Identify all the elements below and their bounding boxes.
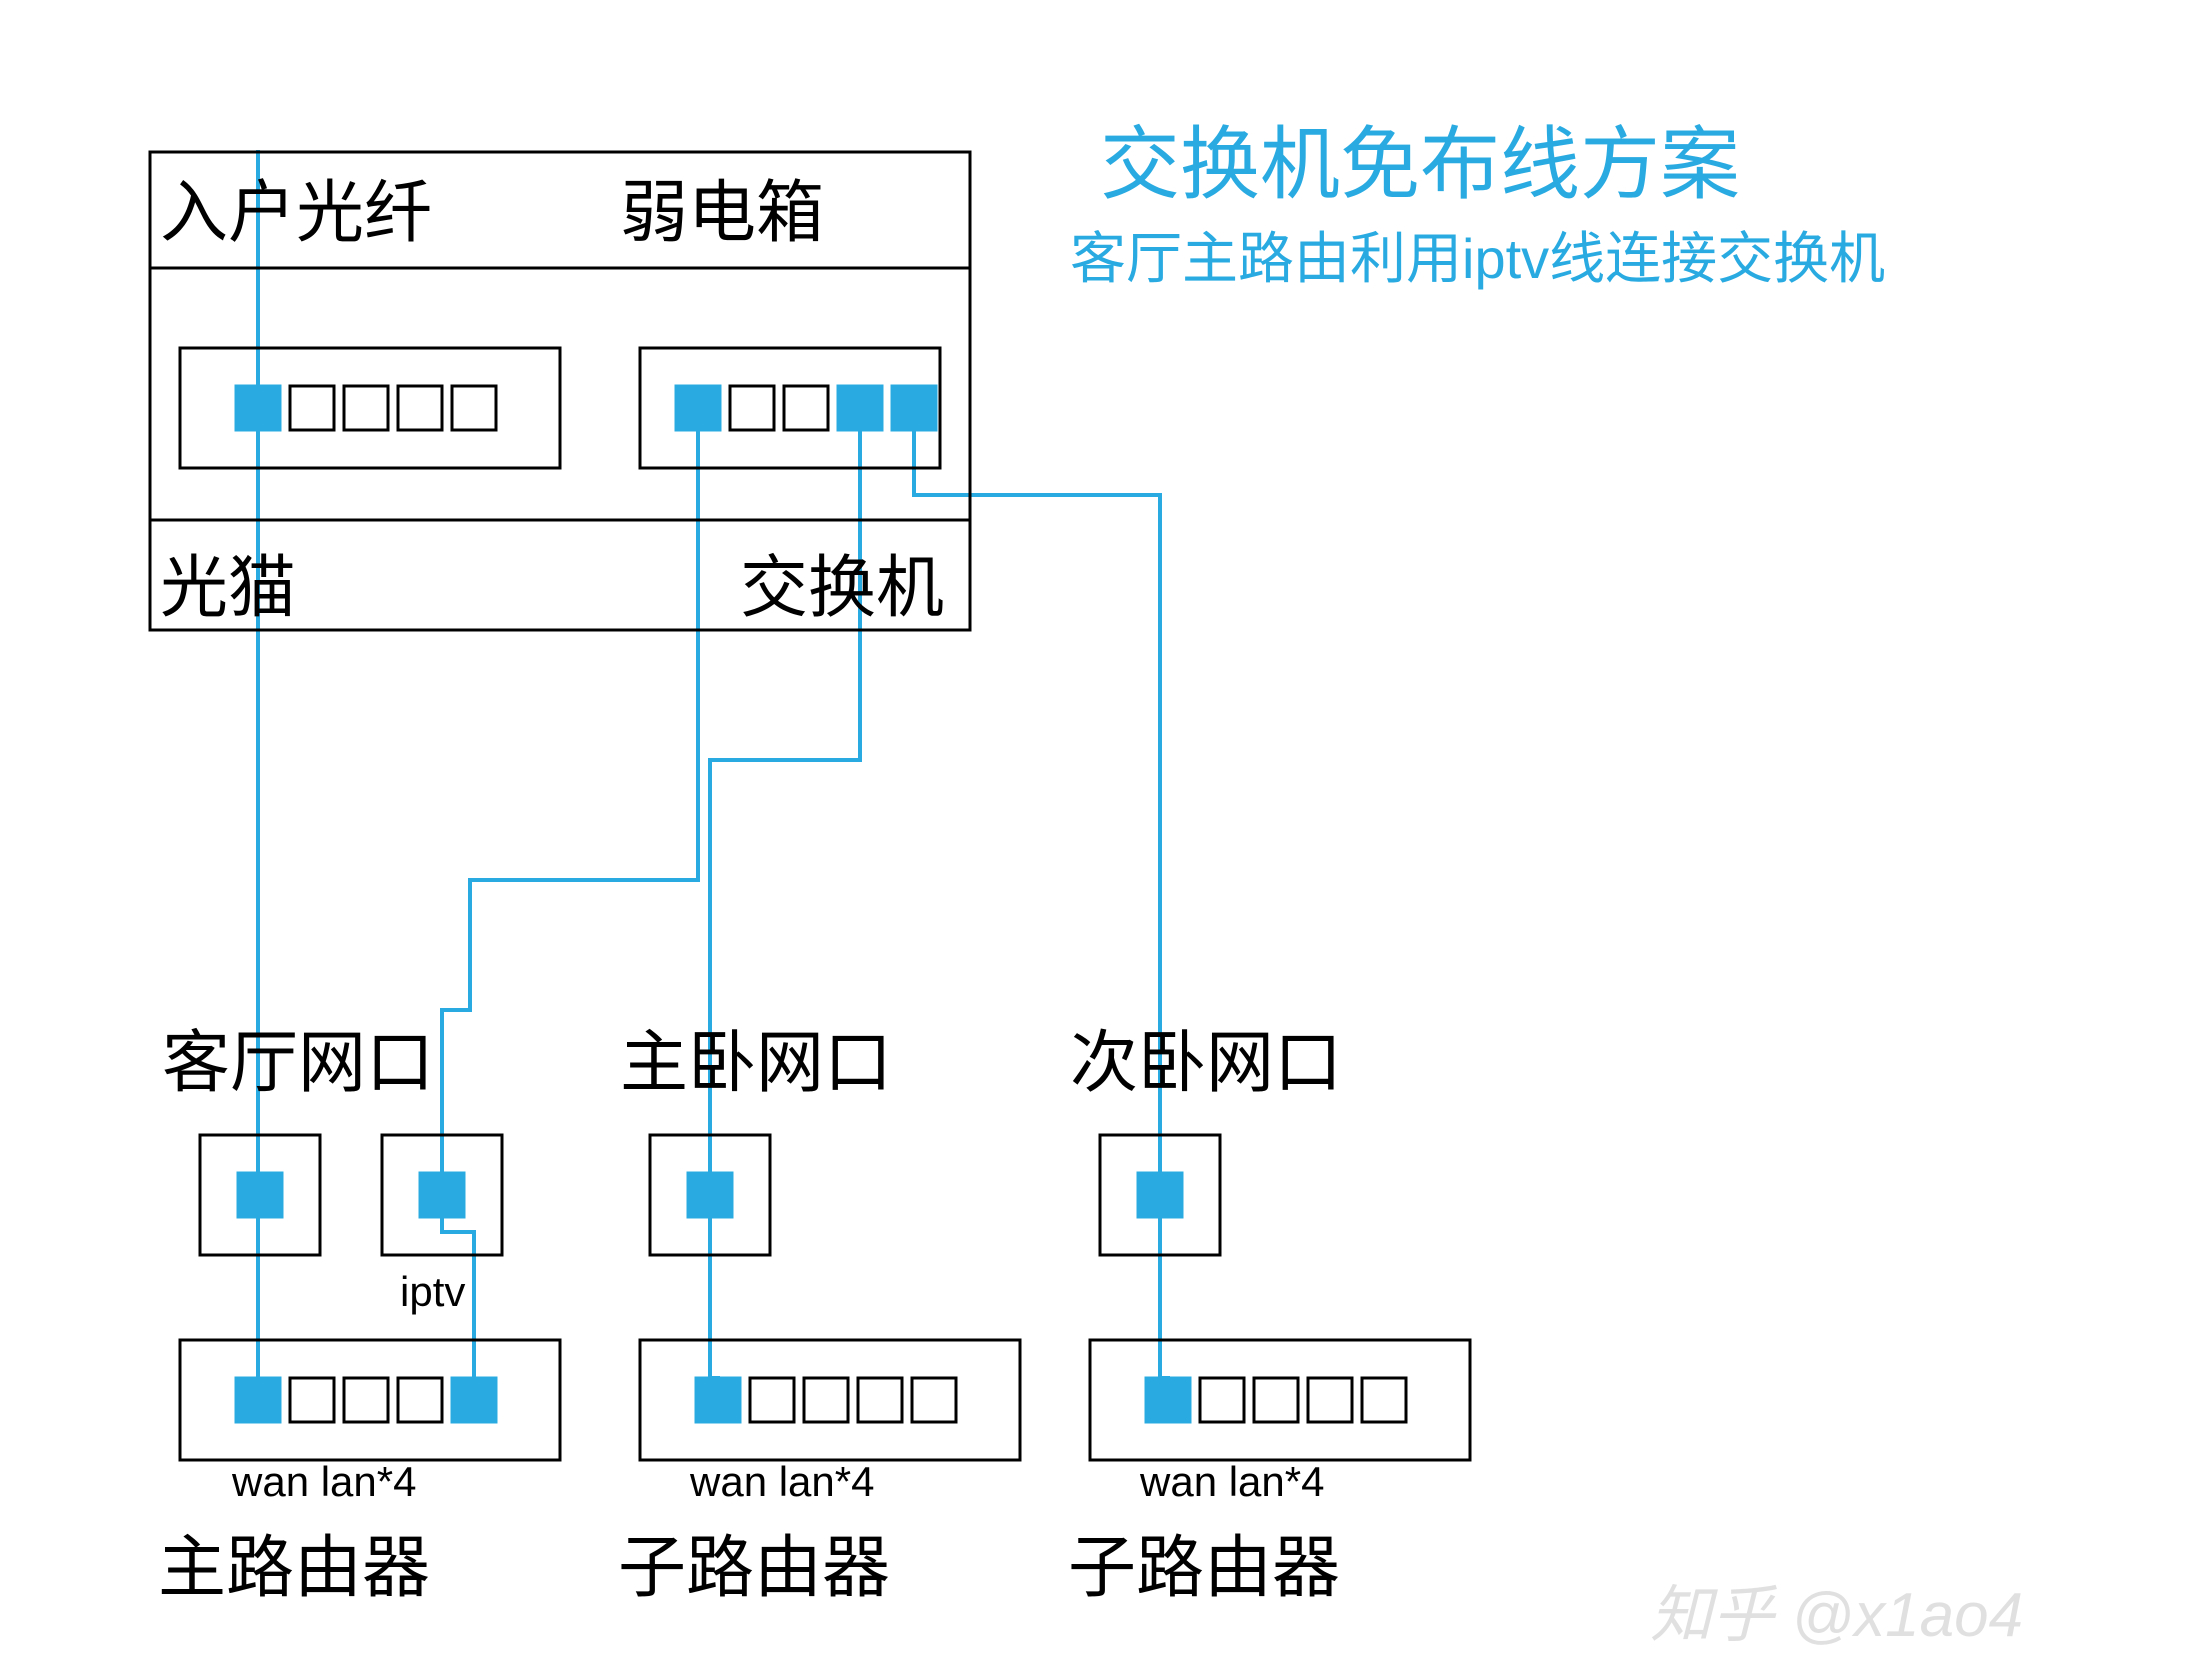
port-wall-liv1-p xyxy=(238,1173,282,1217)
port-r3-p4 xyxy=(1308,1378,1352,1422)
label-sub-router1: 子路由器 xyxy=(618,1512,890,1611)
port-r2-p4 xyxy=(858,1378,902,1422)
label-iptv: iptv xyxy=(400,1268,465,1316)
port-switch-p4 xyxy=(838,386,882,430)
label-master-port: 主卧网口 xyxy=(620,1007,892,1106)
port-wall-mas-p xyxy=(688,1173,732,1217)
port-r1-p1 xyxy=(236,1378,280,1422)
diagram-subtitle: 客厅主路由利用iptv线连接交换机 xyxy=(1070,214,1885,295)
port-r2-p2 xyxy=(750,1378,794,1422)
port-wall-sec-p xyxy=(1138,1173,1182,1217)
port-r1-p2 xyxy=(290,1378,334,1422)
label-switch: 交换机 xyxy=(740,532,944,631)
label-modem: 光猫 xyxy=(160,532,296,631)
label-weak-box: 弱电箱 xyxy=(620,157,824,256)
label-fiber-in: 入户光纤 xyxy=(160,157,432,256)
label-sub-router2: 子路由器 xyxy=(1068,1512,1340,1611)
port-modem-p2 xyxy=(290,386,334,430)
port-r3-p1 xyxy=(1146,1378,1190,1422)
port-r3-p5 xyxy=(1362,1378,1406,1422)
port-modem-p4 xyxy=(398,386,442,430)
port-r2-p1 xyxy=(696,1378,740,1422)
port-r2-p3 xyxy=(804,1378,848,1422)
label-wanlan2: wan lan*4 xyxy=(690,1458,874,1506)
label-wanlan1: wan lan*4 xyxy=(232,1458,416,1506)
port-switch-p3 xyxy=(784,386,828,430)
port-r1-p5 xyxy=(452,1378,496,1422)
port-wall-liv2-p xyxy=(420,1173,464,1217)
port-r1-p4 xyxy=(398,1378,442,1422)
port-modem-p5 xyxy=(452,386,496,430)
port-switch-p2 xyxy=(730,386,774,430)
port-modem-p3 xyxy=(344,386,388,430)
port-switch-p5 xyxy=(892,386,936,430)
wire-wall-second-to-r3 xyxy=(1160,1217,1168,1378)
port-switch-p1 xyxy=(676,386,720,430)
port-r3-p3 xyxy=(1254,1378,1298,1422)
port-modem-p1 xyxy=(236,386,280,430)
port-r3-p2 xyxy=(1200,1378,1244,1422)
label-second-port: 次卧网口 xyxy=(1070,1007,1342,1106)
label-wanlan3: wan lan*4 xyxy=(1140,1458,1324,1506)
wire-wall-master-to-r2 xyxy=(710,1217,718,1378)
port-r2-p5 xyxy=(912,1378,956,1422)
port-r1-p3 xyxy=(344,1378,388,1422)
label-main-router: 主路由器 xyxy=(158,1512,430,1611)
label-living-port: 客厅网口 xyxy=(162,1007,434,1106)
diagram-title: 交换机免布线方案 xyxy=(1100,100,1740,216)
